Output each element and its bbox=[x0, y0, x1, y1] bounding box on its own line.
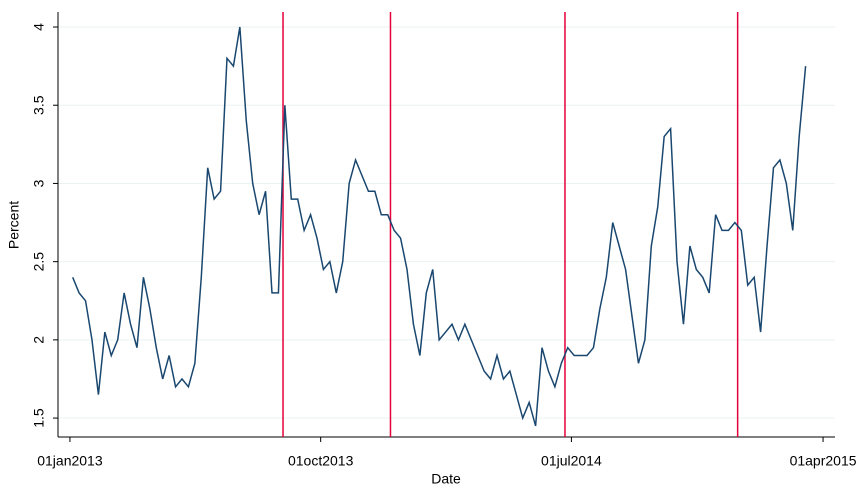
y-tick-label: 3 bbox=[31, 179, 47, 187]
y-tick-label: 4 bbox=[31, 23, 47, 31]
x-axis-label: Date bbox=[431, 471, 461, 487]
x-tick-label: 01jul2014 bbox=[541, 453, 602, 469]
x-tick-label: 01jan2013 bbox=[37, 453, 103, 469]
y-tick-label: 2.5 bbox=[31, 252, 47, 272]
x-tick-label: 01apr2015 bbox=[790, 453, 857, 469]
y-axis-label: Percent bbox=[6, 201, 22, 249]
data-line bbox=[72, 26, 807, 427]
y-tick-label: 3.5 bbox=[31, 95, 47, 115]
y-tick-label: 1.5 bbox=[31, 408, 47, 428]
y-tick-label: 2 bbox=[31, 336, 47, 344]
x-tick-label: 01oct2013 bbox=[288, 453, 354, 469]
